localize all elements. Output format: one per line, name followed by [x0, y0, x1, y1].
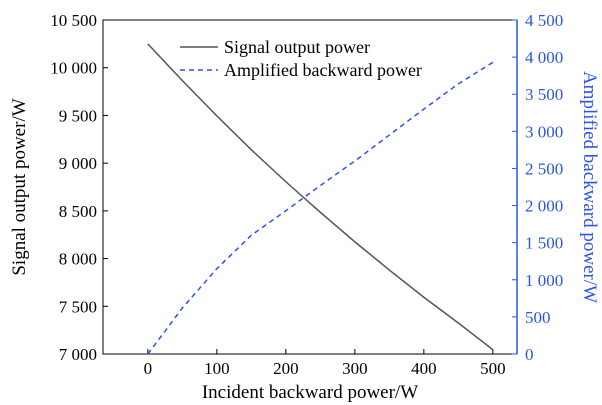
- y-left-tick-label: 10 000: [50, 59, 97, 78]
- x-tick-label: 300: [342, 359, 368, 378]
- y-right-tick-label: 3 500: [525, 85, 563, 104]
- y-right-tick-label: 3 000: [525, 122, 563, 141]
- y-right-tick-label: 4 500: [525, 11, 563, 30]
- y-left-tick-label: 10 500: [50, 11, 97, 30]
- x-tick-label: 500: [480, 359, 506, 378]
- amplified-backward-power-line: [147, 61, 494, 355]
- y-right-tick-label: 1 500: [525, 234, 563, 253]
- y-left-tick-label: 8 000: [59, 250, 97, 269]
- x-tick-label: 0: [144, 359, 153, 378]
- signal-output-power-line: [147, 43, 494, 351]
- y-axis-title-left: Signal output power/W: [9, 98, 30, 275]
- y-right-tick-label: 2 000: [525, 197, 563, 216]
- x-tick-label: 100: [204, 359, 230, 378]
- y-left-tick-label: 9 500: [59, 106, 97, 125]
- y-left-tick-label: 9 000: [59, 154, 97, 173]
- y-right-tick-label: 2 500: [525, 159, 563, 178]
- y-left-tick-label: 8 500: [59, 202, 97, 221]
- legend-label-backward: Amplified backward power: [224, 60, 422, 80]
- y-left-tick-label: 7 000: [59, 345, 97, 364]
- legend-label-signal: Signal output power: [224, 37, 370, 57]
- y-right-tick-label: 4 000: [525, 48, 563, 67]
- y-left-tick-label: 7 500: [59, 297, 97, 316]
- y-right-tick-label: 0: [525, 345, 534, 364]
- y-axis-title-right: Amplified backward power/W: [579, 71, 600, 303]
- x-axis-title: Incident backward power/W: [202, 382, 418, 403]
- y-right-tick-label: 1 000: [525, 271, 563, 290]
- legend: Signal output power Amplified backward p…: [180, 37, 422, 80]
- x-tick-label: 400: [411, 359, 437, 378]
- x-tick-label: 200: [273, 359, 299, 378]
- y-right-tick-label: 500: [525, 308, 551, 327]
